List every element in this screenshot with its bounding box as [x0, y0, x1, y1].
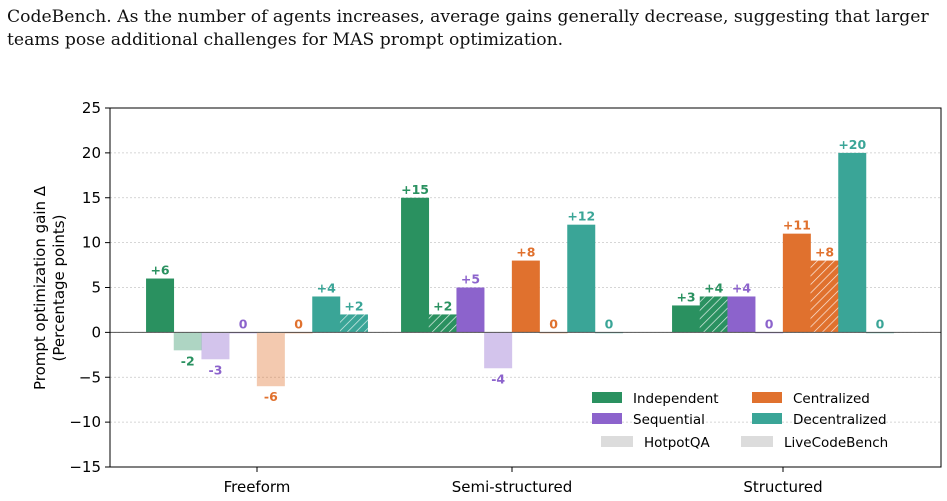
data-label: +20 [838, 137, 866, 152]
figure-caption: CodeBench. As the number of agents incre… [7, 7, 929, 50]
data-label: +4 [704, 280, 723, 295]
data-label: +4 [732, 280, 751, 295]
bar-sequential-hotpotqa-freeform [201, 332, 230, 360]
y-tick-label: 20 [82, 144, 101, 162]
bar-centralized-hotpotqa-semi-structured [511, 260, 540, 333]
data-label: +8 [815, 245, 834, 260]
bar-independent-hotpotqa-semi-structured [401, 197, 430, 333]
data-label: +12 [567, 209, 595, 224]
bar-hatch-overlay [428, 314, 457, 333]
legend-swatch-centralized [752, 392, 782, 403]
data-label: 0 [549, 316, 558, 331]
data-label: 0 [239, 316, 248, 331]
bar-sequential-livecodebench-semi-structured [484, 332, 513, 369]
data-label: +2 [433, 298, 452, 313]
bar-independent-hotpotqa-freeform [146, 278, 175, 333]
bar-centralized-hotpotqa-freeform [256, 332, 285, 387]
y-tick-label: 25 [82, 99, 101, 117]
legend-swatch-livecodebench [741, 436, 773, 447]
y-axis-label-line2: (Percentage points) [50, 215, 68, 362]
legend-label-hotpotqa: HotpotQA [644, 435, 710, 451]
bar-independent-livecodebench-freeform [173, 332, 202, 351]
data-label: +8 [516, 245, 535, 260]
y-axis-label-line1: Prompt optimization gain Δ [31, 185, 49, 390]
data-label: -4 [491, 371, 505, 386]
data-labels: +6 -2 -3 0 -6 0 +4 +2 +15 +2 +5 -4 +8 0 +12 0 +3 +4 +4 0 +11… [150, 137, 884, 404]
data-label: +6 [150, 263, 169, 278]
bar-hatch-overlay [810, 260, 839, 333]
data-label: 0 [765, 316, 774, 331]
x-tick-label-semi-structured: Semi-structured [452, 478, 573, 496]
data-label: +15 [401, 182, 429, 197]
data-label: -6 [264, 389, 278, 404]
data-label: +4 [317, 280, 336, 295]
legend-label-sequential: Sequential [633, 412, 705, 428]
legend-swatch-independent [592, 392, 622, 403]
x-tick-label-freeform: Freeform [224, 478, 291, 496]
bar-sequential-hotpotqa-structured [727, 296, 756, 333]
bar-independent-hotpotqa-structured [672, 305, 701, 333]
data-label: +3 [676, 289, 695, 304]
axis-ticks: 25 20 15 10 5 0 −5 −10 −15 Freeform Semi-structure… [69, 99, 822, 496]
data-label: +2 [344, 298, 363, 313]
y-tick-label: −5 [79, 368, 101, 386]
data-label: 0 [876, 316, 885, 331]
bar-hatch-overlay [699, 296, 728, 333]
legend-label-livecodebench: LiveCodeBench [784, 435, 888, 451]
legend: Independent Centralized Sequential Decentra… [592, 391, 888, 451]
legend-label-centralized: Centralized [793, 391, 870, 407]
legend-label-decentralized: Decentralized [793, 412, 887, 428]
bar-decentralized-hotpotqa-semi-structured [567, 224, 596, 333]
y-tick-label: −10 [69, 413, 101, 431]
bar-decentralized-hotpotqa-structured [838, 152, 867, 333]
bar-hatch-overlay [339, 314, 368, 333]
x-tick-label-structured: Structured [743, 478, 822, 496]
data-label: 0 [294, 316, 303, 331]
data-label: +5 [461, 272, 480, 287]
data-label: +11 [783, 218, 811, 233]
legend-label-independent: Independent [633, 391, 719, 407]
bar-decentralized-hotpotqa-freeform [312, 296, 341, 333]
y-tick-label: 5 [91, 279, 101, 297]
data-label: -3 [209, 362, 223, 377]
bars [146, 152, 894, 387]
data-label: -2 [181, 353, 195, 368]
y-tick-label: −15 [69, 458, 101, 476]
bar-sequential-hotpotqa-semi-structured [456, 287, 485, 333]
bar-centralized-hotpotqa-structured [782, 233, 811, 333]
y-tick-label: 15 [82, 189, 101, 207]
legend-swatch-sequential [592, 413, 622, 424]
legend-swatch-hotpotqa [601, 436, 633, 447]
y-tick-label: 0 [91, 323, 101, 341]
data-label: 0 [605, 316, 614, 331]
y-tick-label: 10 [82, 234, 101, 252]
legend-swatch-decentralized [752, 413, 782, 424]
